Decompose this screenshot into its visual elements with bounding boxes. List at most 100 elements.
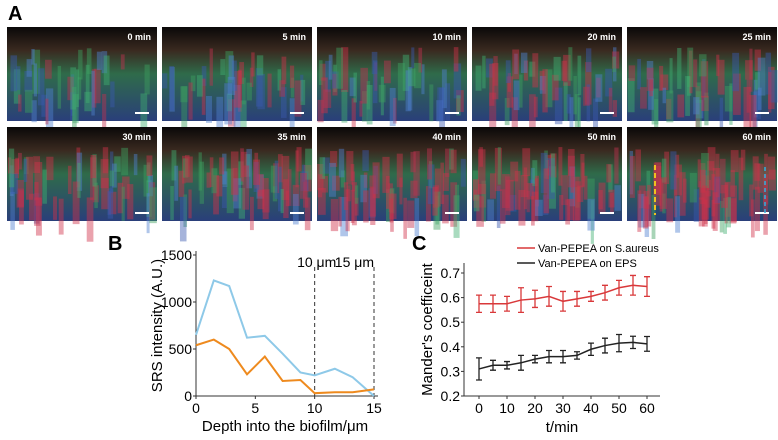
tile-texture: [346, 151, 354, 185]
tile-image: [317, 127, 467, 221]
tile-texture: [226, 168, 234, 214]
tile-texture: [330, 151, 338, 167]
tile-texture: [370, 186, 376, 225]
tile-texture: [651, 194, 656, 239]
scale-bar: [290, 112, 304, 114]
tile-texture: [514, 170, 521, 210]
tile-texture: [595, 74, 603, 102]
tile-texture: [583, 175, 588, 200]
error-bar: [518, 287, 524, 314]
tile-texture: [677, 47, 682, 89]
error-bar: [532, 354, 538, 364]
tile-texture: [533, 96, 538, 118]
tile-texture: [698, 181, 702, 200]
tile-texture: [350, 189, 355, 224]
error-bar: [476, 357, 482, 381]
tile-texture: [754, 49, 761, 71]
tile-texture: [201, 78, 206, 115]
tile-texture: [627, 78, 635, 113]
tile-texture: [479, 147, 483, 167]
tile-texture: [300, 171, 309, 191]
tile-texture: [445, 148, 450, 177]
tile-texture: [29, 193, 35, 221]
tile-texture: [303, 164, 312, 192]
tile-texture: [477, 149, 486, 195]
tile-texture: [169, 65, 175, 111]
tile-texture: [393, 97, 397, 124]
tile-texture: [729, 198, 737, 224]
tile-texture: [693, 59, 698, 88]
tile-texture: [333, 64, 337, 93]
tile-texture: [148, 182, 155, 220]
tile-texture: [240, 151, 248, 178]
y-tick-label: 1000: [161, 294, 192, 310]
tile-texture: [700, 169, 706, 205]
tile-texture: [32, 49, 41, 94]
tile-texture: [724, 86, 733, 112]
tile-texture: [549, 153, 557, 178]
tile-texture: [321, 176, 328, 193]
tile-texture: [757, 90, 761, 120]
tile-texture: [31, 100, 37, 123]
tile-texture: [34, 162, 43, 206]
tile-texture: [77, 77, 82, 100]
tile-texture: [9, 165, 14, 197]
tile-texture: [26, 156, 33, 200]
tile-texture: [666, 90, 674, 123]
tile-texture: [697, 159, 701, 188]
error-bar: [588, 290, 594, 302]
tile-texture: [146, 155, 153, 177]
series-line: [195, 279, 375, 397]
tile-texture: [425, 186, 431, 222]
tile-texture: [535, 175, 539, 207]
tile-time-label: 20 min: [587, 32, 616, 42]
tile-texture: [17, 152, 22, 170]
tile-texture: [329, 162, 336, 197]
tile-texture: [233, 178, 242, 209]
tile-texture: [569, 166, 576, 207]
tile-texture: [505, 60, 511, 84]
y-tick-label: 0.2: [441, 388, 461, 404]
legend-label: Van-PEPEA on EPS: [538, 258, 637, 270]
tile-texture: [84, 91, 92, 112]
tile-texture: [257, 189, 265, 210]
tile-texture: [321, 77, 328, 114]
tile-texture: [693, 189, 699, 222]
tile-texture: [238, 161, 244, 185]
tile-texture: [360, 174, 367, 203]
tile-texture: [567, 155, 575, 188]
tile-texture: [359, 100, 363, 117]
tile-texture: [255, 68, 263, 107]
tile-texture: [389, 193, 397, 219]
tile-texture: [34, 182, 39, 201]
tile-texture: [96, 51, 102, 70]
tile-texture: [764, 153, 768, 191]
tile-texture: [460, 158, 466, 187]
tile-texture: [551, 74, 559, 101]
tile-texture: [565, 199, 570, 225]
tile-texture: [58, 198, 64, 235]
tile-texture: [107, 191, 112, 216]
y-tick-label: 0.6: [441, 290, 461, 306]
image-tile: 10 min: [317, 27, 467, 135]
tile-texture: [178, 170, 185, 197]
tile-texture: [403, 197, 407, 239]
tile-texture: [440, 162, 444, 205]
tile-texture: [231, 60, 237, 91]
tile-texture: [489, 63, 495, 106]
error-bar: [574, 351, 580, 360]
tile-texture: [643, 191, 650, 209]
x-tick-label: 0: [192, 400, 200, 416]
tile-texture: [292, 193, 299, 225]
error-bar: [532, 289, 538, 309]
tile-texture: [227, 76, 236, 96]
tile-texture: [249, 196, 254, 231]
tile-texture: [209, 48, 213, 86]
tile-texture: [612, 51, 620, 69]
tile-texture: [711, 174, 716, 217]
error-bar: [546, 349, 552, 364]
tile-texture: [721, 184, 728, 208]
tile-texture: [196, 75, 203, 97]
tile-texture: [726, 197, 731, 228]
tile-texture: [723, 197, 727, 234]
